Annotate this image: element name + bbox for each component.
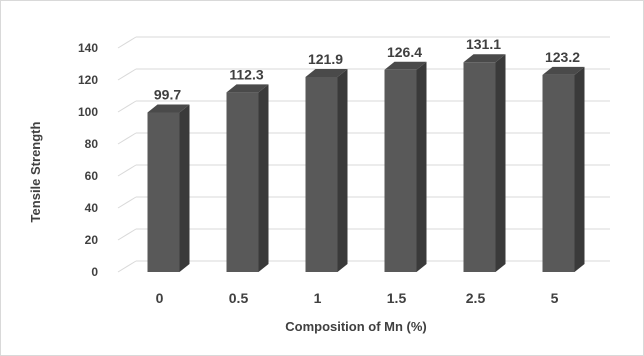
bar-side — [337, 68, 348, 273]
data-label: 126.4 — [387, 44, 422, 60]
x-tick-label: 1 — [314, 290, 322, 306]
data-labels: 99.7 112.3 121.9 126.4 131.1 123.2 — [154, 36, 580, 102]
y-tick-label: 120 — [78, 73, 98, 87]
x-tick-label: 1.5 — [387, 290, 407, 306]
y-tick-label: 40 — [85, 201, 99, 215]
y-tick-label: 0 — [91, 265, 98, 279]
x-tick-label: 0 — [156, 290, 164, 306]
x-tick-label: 5 — [551, 290, 559, 306]
bar-side — [495, 54, 506, 272]
bar-top — [226, 84, 269, 93]
grid-wall-line — [117, 260, 137, 273]
x-axis-ticks: 0 0.5 1 1.5 2.5 5 — [156, 290, 559, 306]
data-label: 99.7 — [154, 86, 181, 102]
data-label: 121.9 — [308, 51, 343, 67]
x-axis-title: Composition of Mn (%) — [285, 319, 427, 334]
y-axis-ticks: 0 20 40 60 80 100 120 140 — [78, 41, 98, 279]
grid-wall-line — [117, 132, 137, 145]
data-label: 123.2 — [545, 49, 580, 65]
bar-side — [258, 84, 269, 272]
grid-wall-line — [117, 196, 137, 209]
bar-top — [305, 68, 348, 77]
x-tick-label: 0.5 — [229, 290, 249, 306]
bar-top — [147, 104, 190, 113]
bar-side — [179, 104, 190, 272]
bar — [542, 74, 575, 272]
grid-wall-line — [117, 36, 137, 49]
grid-wall-line — [117, 68, 137, 81]
grid-wall-line — [117, 100, 137, 113]
bar — [226, 92, 259, 272]
y-tick-label: 80 — [85, 137, 99, 151]
bar-side — [416, 61, 427, 273]
bar — [147, 112, 180, 272]
y-tick-label: 140 — [78, 41, 98, 55]
y-axis-title: Tensile Strength — [28, 122, 43, 223]
bar — [384, 69, 417, 272]
x-tick-label: 2.5 — [466, 290, 486, 306]
data-label: 112.3 — [229, 66, 263, 82]
bar-top — [542, 66, 585, 75]
y-tick-label: 100 — [78, 105, 98, 119]
bar-top — [463, 54, 506, 63]
grid-wall-line — [117, 228, 137, 241]
bar — [305, 76, 338, 273]
bar — [463, 62, 496, 272]
data-label: 131.1 — [466, 36, 501, 52]
y-tick-label: 60 — [85, 169, 99, 183]
bar-side — [574, 66, 585, 272]
grid-lines — [117, 36, 610, 273]
bar-top — [384, 61, 427, 70]
bars — [147, 54, 585, 273]
grid-wall-line — [117, 164, 137, 177]
y-tick-label: 20 — [85, 233, 99, 247]
